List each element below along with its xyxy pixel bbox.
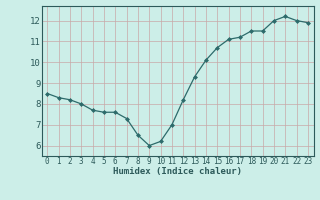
X-axis label: Humidex (Indice chaleur): Humidex (Indice chaleur)	[113, 167, 242, 176]
